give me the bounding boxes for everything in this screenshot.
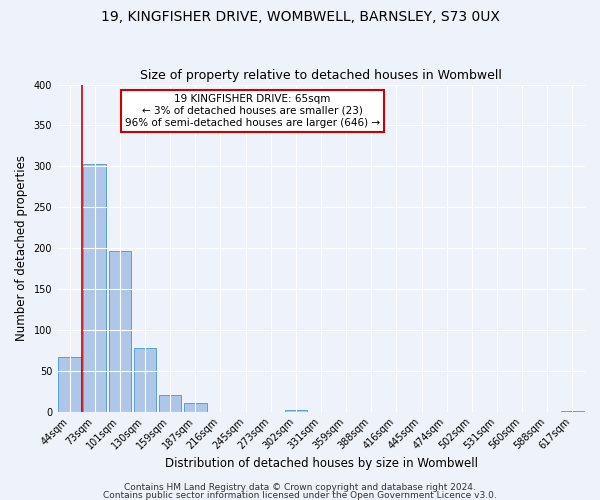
Bar <box>184 404 206 411</box>
Bar <box>83 164 106 412</box>
Bar <box>561 411 584 412</box>
Text: Contains public sector information licensed under the Open Government Licence v3: Contains public sector information licen… <box>103 490 497 500</box>
Bar <box>284 410 307 412</box>
Title: Size of property relative to detached houses in Wombwell: Size of property relative to detached ho… <box>140 69 502 82</box>
Text: 19, KINGFISHER DRIVE, WOMBWELL, BARNSLEY, S73 0UX: 19, KINGFISHER DRIVE, WOMBWELL, BARNSLEY… <box>101 10 499 24</box>
Bar <box>159 396 181 411</box>
Y-axis label: Number of detached properties: Number of detached properties <box>15 155 28 341</box>
Text: 19 KINGFISHER DRIVE: 65sqm
← 3% of detached houses are smaller (23)
96% of semi-: 19 KINGFISHER DRIVE: 65sqm ← 3% of detac… <box>125 94 380 128</box>
Bar <box>58 357 81 412</box>
X-axis label: Distribution of detached houses by size in Wombwell: Distribution of detached houses by size … <box>164 457 478 470</box>
Bar <box>134 348 157 412</box>
Bar <box>109 252 131 412</box>
Text: Contains HM Land Registry data © Crown copyright and database right 2024.: Contains HM Land Registry data © Crown c… <box>124 484 476 492</box>
